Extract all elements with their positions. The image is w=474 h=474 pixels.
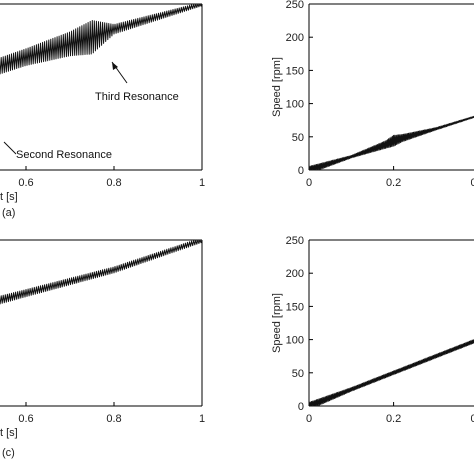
third-resonance-label: Third Resonance xyxy=(95,91,179,103)
panel-b-ytick-label: 100 xyxy=(286,99,304,111)
panel-b-xtick-label: 0.4 xyxy=(471,177,474,189)
panel-a-speed-trace xyxy=(0,3,203,75)
panel-d-speed-trace xyxy=(308,339,474,407)
panel-a-xtick-label: 0.6 xyxy=(18,177,33,189)
panel-c-xtick-label: 0.8 xyxy=(106,413,121,425)
panel-b-speed-trace xyxy=(308,115,474,171)
second-resonance-label: Second Resonance xyxy=(16,149,112,161)
panel-b-ytick-label: 50 xyxy=(292,132,304,144)
panel-d-xtick-label: 0.2 xyxy=(386,413,401,425)
panel-a: 0.6 0.8 1 Third Resonance Second Resonance… xyxy=(0,3,205,219)
panel-c: 0.6 0.8 1 t [s] (c) xyxy=(0,239,205,459)
third-resonance-arrow-head xyxy=(112,62,118,70)
panel-b-ticks: 0 0.2 0.4 0 50 100 150 200 250 xyxy=(286,0,474,189)
panel-b-ytick-label: 250 xyxy=(286,0,304,11)
panel-b-xtick-label: 0.2 xyxy=(386,177,401,189)
panel-b-y-label: Speed [rpm] xyxy=(271,57,283,117)
panel-d: 0 0.2 0.4 0 50 100 150 200 250 Speed [rpm] xyxy=(271,235,474,425)
panel-a-xtick-label: 0.8 xyxy=(106,177,121,189)
panel-b-xtick-label: 0 xyxy=(306,177,312,189)
panel-b-ytick-label: 150 xyxy=(286,65,304,77)
panel-c-x-label: t [s] xyxy=(0,427,18,439)
panel-d-ytick-label: 100 xyxy=(286,335,304,347)
panel-d-ytick-label: 200 xyxy=(286,268,304,280)
panel-b-ytick-label: 0 xyxy=(298,165,304,177)
panel-c-caption: (c) xyxy=(2,447,15,459)
panel-d-y-label: Speed [rpm] xyxy=(271,293,283,353)
panel-c-ticks: 0.6 0.8 1 xyxy=(18,402,205,425)
second-resonance-leader xyxy=(3,141,17,155)
panel-d-ytick-label: 250 xyxy=(286,235,304,247)
panel-c-xtick-label: 1 xyxy=(199,413,205,425)
panel-d-ytick-label: 0 xyxy=(298,401,304,413)
panel-d-ytick-label: 50 xyxy=(292,368,304,380)
panel-c-xtick-label: 0.6 xyxy=(18,413,33,425)
panel-a-ticks: 0.6 0.8 1 xyxy=(18,166,205,189)
panel-a-xtick-label: 1 xyxy=(199,177,205,189)
panel-b: 0 0.2 0.4 0 50 100 150 200 250 Speed [rpm] xyxy=(271,0,474,189)
panel-d-xtick-label: 0 xyxy=(306,413,312,425)
panel-a-x-label: t [s] xyxy=(0,191,18,203)
panel-a-caption: (a) xyxy=(2,207,15,219)
panel-d-ticks: 0 0.2 0.4 0 50 100 150 200 250 xyxy=(286,235,474,425)
panel-d-ytick-label: 150 xyxy=(286,301,304,313)
panel-c-speed-trace xyxy=(0,239,203,305)
panel-d-xtick-label: 0.4 xyxy=(471,413,474,425)
panel-b-ytick-label: 200 xyxy=(286,32,304,44)
